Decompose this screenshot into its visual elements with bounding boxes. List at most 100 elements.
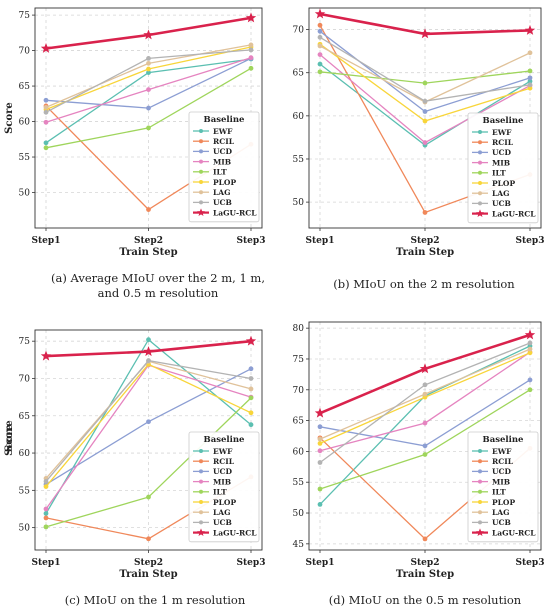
data-point xyxy=(527,377,533,383)
data-point xyxy=(317,22,323,28)
x-tick-label: Step1 xyxy=(32,236,61,246)
data-point xyxy=(40,43,52,53)
legend-swatch-marker xyxy=(478,130,482,134)
legend-entry-label: EWF xyxy=(492,447,512,456)
legend-entry-label: RCIL xyxy=(492,138,514,147)
legend-entry-label: LaGU-RCL xyxy=(213,528,257,537)
data-point xyxy=(146,66,151,72)
data-point xyxy=(527,78,533,84)
legend-entry-label: UCB xyxy=(492,199,511,208)
data-point xyxy=(317,43,323,49)
data-point xyxy=(248,410,254,416)
series-lagu-rcl xyxy=(40,335,257,361)
legend-entry-label: LAG xyxy=(213,508,231,517)
data-point xyxy=(422,452,428,457)
legend-entry-label: MIB xyxy=(213,477,231,486)
data-point xyxy=(317,448,323,454)
data-point xyxy=(43,524,49,530)
y-tick-label: 75 xyxy=(19,337,31,347)
legend-swatch-marker xyxy=(476,528,484,536)
legend-swatch-marker xyxy=(199,479,203,484)
legend-swatch-marker xyxy=(199,159,203,164)
legend-entry-label: LaGU-RCL xyxy=(492,209,536,218)
data-point xyxy=(43,97,49,103)
legend-swatch-marker xyxy=(199,510,203,515)
data-point xyxy=(317,69,323,75)
data-point xyxy=(527,350,533,356)
data-point xyxy=(146,337,151,343)
legend-entry-label: RCIL xyxy=(213,137,235,146)
legend-swatch-marker xyxy=(478,160,482,165)
legend-title: Baseline xyxy=(204,115,246,125)
legend-entry-label: UCD xyxy=(492,148,512,157)
caption-c: (c) MIoU on the 1 m resolution xyxy=(64,593,246,607)
legend-entry-label: MIB xyxy=(492,158,510,167)
data-point xyxy=(524,24,536,35)
data-point xyxy=(317,61,323,67)
y-tick-label: 80 xyxy=(293,324,305,334)
legend-entry-label: RCIL xyxy=(213,457,235,466)
data-point xyxy=(422,382,428,388)
data-point xyxy=(248,422,254,428)
x-axis-title: Train Step xyxy=(119,247,177,258)
series-ilt xyxy=(43,65,254,151)
data-point xyxy=(146,60,151,66)
legend-entry-label: EWF xyxy=(213,127,233,136)
data-point xyxy=(248,47,254,53)
data-point xyxy=(422,140,428,145)
data-point xyxy=(146,70,151,75)
series-ucb xyxy=(43,358,254,484)
data-point xyxy=(524,329,536,340)
data-point xyxy=(248,65,254,71)
y-tick-label: 70 xyxy=(293,26,305,36)
data-point xyxy=(422,80,428,86)
legend-swatch-marker xyxy=(197,208,205,216)
legend-swatch-marker xyxy=(478,170,482,175)
data-point xyxy=(419,363,431,374)
y-tick-label: 50 xyxy=(293,198,305,208)
y-tick-label: 75 xyxy=(19,11,31,21)
data-point xyxy=(146,494,151,500)
y-axis-title: Score xyxy=(4,102,15,134)
legend-swatch-marker xyxy=(478,510,482,515)
legend-swatch-marker xyxy=(478,520,482,525)
data-point xyxy=(146,55,151,61)
legend-entry-label: PLOP xyxy=(492,498,515,507)
legend-swatch-marker xyxy=(199,180,203,184)
series-ilt xyxy=(43,395,254,530)
legend-entry-label: RCIL xyxy=(492,457,514,466)
y-tick-label: 70 xyxy=(293,386,305,396)
legend-swatch-marker xyxy=(199,149,203,154)
legend-entry-label: UCB xyxy=(213,198,232,207)
legend-swatch-marker xyxy=(478,191,482,196)
legend-entry-label: PLOP xyxy=(492,179,515,188)
legend-swatch-marker xyxy=(478,489,482,494)
data-point xyxy=(527,85,533,91)
legend-entry-label: UCD xyxy=(213,147,233,156)
data-point xyxy=(317,502,323,507)
y-tick-label: 55 xyxy=(19,486,31,496)
data-point xyxy=(422,118,428,124)
caption-a: (a) Average MIoU over the 2 m, 1 m, and … xyxy=(51,271,265,300)
legend-entry-label: UCD xyxy=(492,467,512,476)
series-ilt xyxy=(317,387,533,492)
series-plop xyxy=(43,361,254,490)
series-ucb xyxy=(317,34,533,104)
y-tick-label: 75 xyxy=(293,355,305,365)
legend-swatch-marker xyxy=(199,200,203,205)
data-point xyxy=(422,536,428,542)
legend-swatch-marker xyxy=(199,459,203,464)
data-point xyxy=(43,511,49,516)
x-tick-label: Step2 xyxy=(134,558,163,568)
legend-entry-label: EWF xyxy=(492,128,512,137)
y-tick-label: 65 xyxy=(293,69,305,79)
data-point xyxy=(317,28,323,34)
legend-swatch-marker xyxy=(478,181,482,185)
legend-swatch-marker xyxy=(199,520,203,525)
y-tick-label: 55 xyxy=(293,478,305,488)
data-point xyxy=(248,395,254,401)
data-point xyxy=(527,346,533,352)
y-tick-label: 50 xyxy=(19,524,31,534)
chart-panel-a: 50 55 60 65 70 75 Step1 Step2 Step3 Train Step Sco… xyxy=(4,7,265,258)
